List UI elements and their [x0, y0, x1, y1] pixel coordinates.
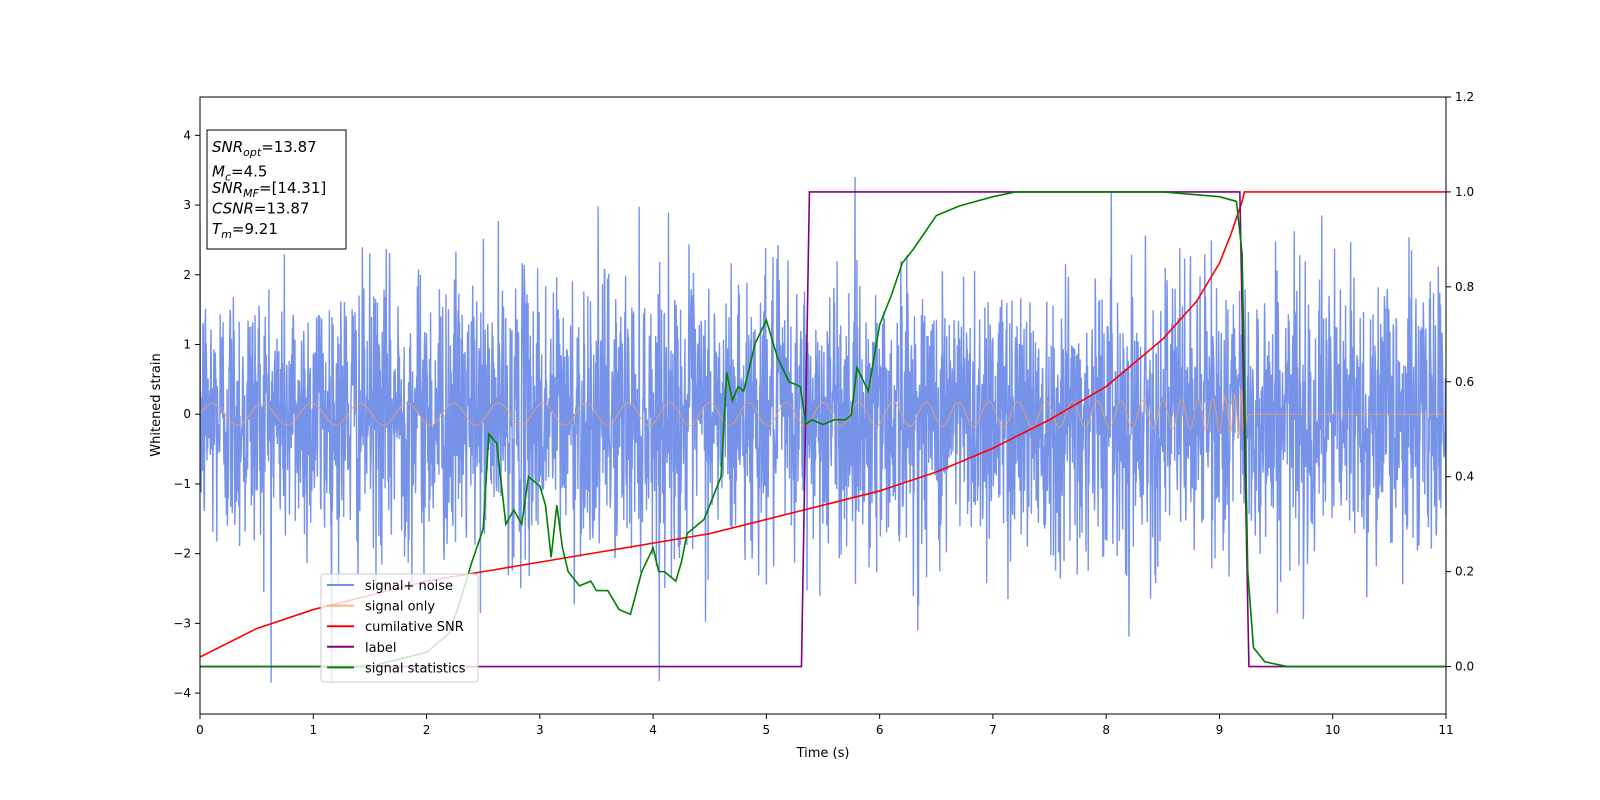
legend-label: signal only: [365, 600, 435, 615]
y-left-tick-label: 0: [183, 407, 191, 421]
y-right-tick-label: 0.8: [1455, 280, 1474, 294]
y-right-tick-label: 1.2: [1455, 90, 1474, 104]
y-left-tick-label: 2: [183, 268, 191, 282]
y-left-tick-label: −1: [173, 477, 191, 491]
legend-frame: [320, 573, 479, 683]
x-tick-label: 7: [989, 723, 997, 737]
x-tick-label: 0: [196, 723, 204, 737]
y-right-tick-label: 0.0: [1455, 660, 1474, 674]
y-axis-left: −4 −3 −2 −1 0 1 2 3 4: [173, 128, 200, 700]
x-tick-label: 4: [649, 723, 657, 737]
y-right-tick-label: 0.4: [1455, 470, 1474, 484]
y-left-tick-label: 1: [183, 337, 191, 351]
x-tick-label: 8: [1102, 723, 1110, 737]
y-left-tick-label: 3: [183, 198, 191, 212]
x-tick-label: 3: [536, 723, 544, 737]
y-left-tick-label: −2: [173, 547, 191, 561]
y-right-tick-label: 0.6: [1455, 375, 1474, 389]
info-box-line: SNRMF=[14.31]: [212, 179, 326, 200]
info-box-line: Mc=4.5: [212, 163, 267, 184]
y-left-tick-label: 4: [183, 128, 191, 142]
legend-label: cumilative SNR: [365, 620, 464, 635]
y-axis-right: 0.0 0.2 0.4 0.6 0.8 1.0 1.2: [1446, 90, 1474, 674]
info-box: SNRopt=13.87 Mc=4.5SNRMF=[14.31]CSNR=13.8…: [206, 129, 347, 250]
y-left-tick-label: −4: [173, 686, 191, 700]
y-right-tick-label: 0.2: [1455, 565, 1474, 579]
series-signal-statistics-line: [200, 191, 1446, 668]
info-box-frame: [206, 129, 347, 250]
y-left-tick-label: −3: [173, 616, 191, 630]
x-axis-label: Time (s): [796, 746, 850, 761]
legend: signal+ noise signal only cumilative SNR la…: [320, 573, 479, 683]
x-tick-label: 10: [1325, 723, 1340, 737]
y-axis-label: Whitened strain: [149, 353, 164, 456]
series-signal-noise-line: [200, 176, 1446, 683]
info-box-line: SNRopt=13.87: [212, 138, 317, 159]
x-tick-label: 2: [423, 723, 431, 737]
legend-label: signal statistics: [365, 661, 466, 676]
x-tick-label: 9: [1216, 723, 1224, 737]
y-right-tick-label: 1.0: [1455, 185, 1474, 199]
info-box-line: CSNR=13.87: [212, 200, 309, 218]
legend-label: signal+ noise: [365, 579, 453, 594]
legend-label: label: [365, 641, 396, 656]
x-tick-label: 11: [1438, 723, 1453, 737]
info-box-line: Tm=9.21: [212, 220, 278, 241]
x-tick-label: 1: [309, 723, 317, 737]
axes-frame: [199, 96, 1447, 715]
x-tick-label: 6: [876, 723, 884, 737]
x-axis: 0 1 2 3 4 5 6 7 8 9 10 11: [196, 714, 1454, 737]
x-tick-label: 5: [763, 723, 771, 737]
series-signal-only-line: [200, 388, 1446, 437]
